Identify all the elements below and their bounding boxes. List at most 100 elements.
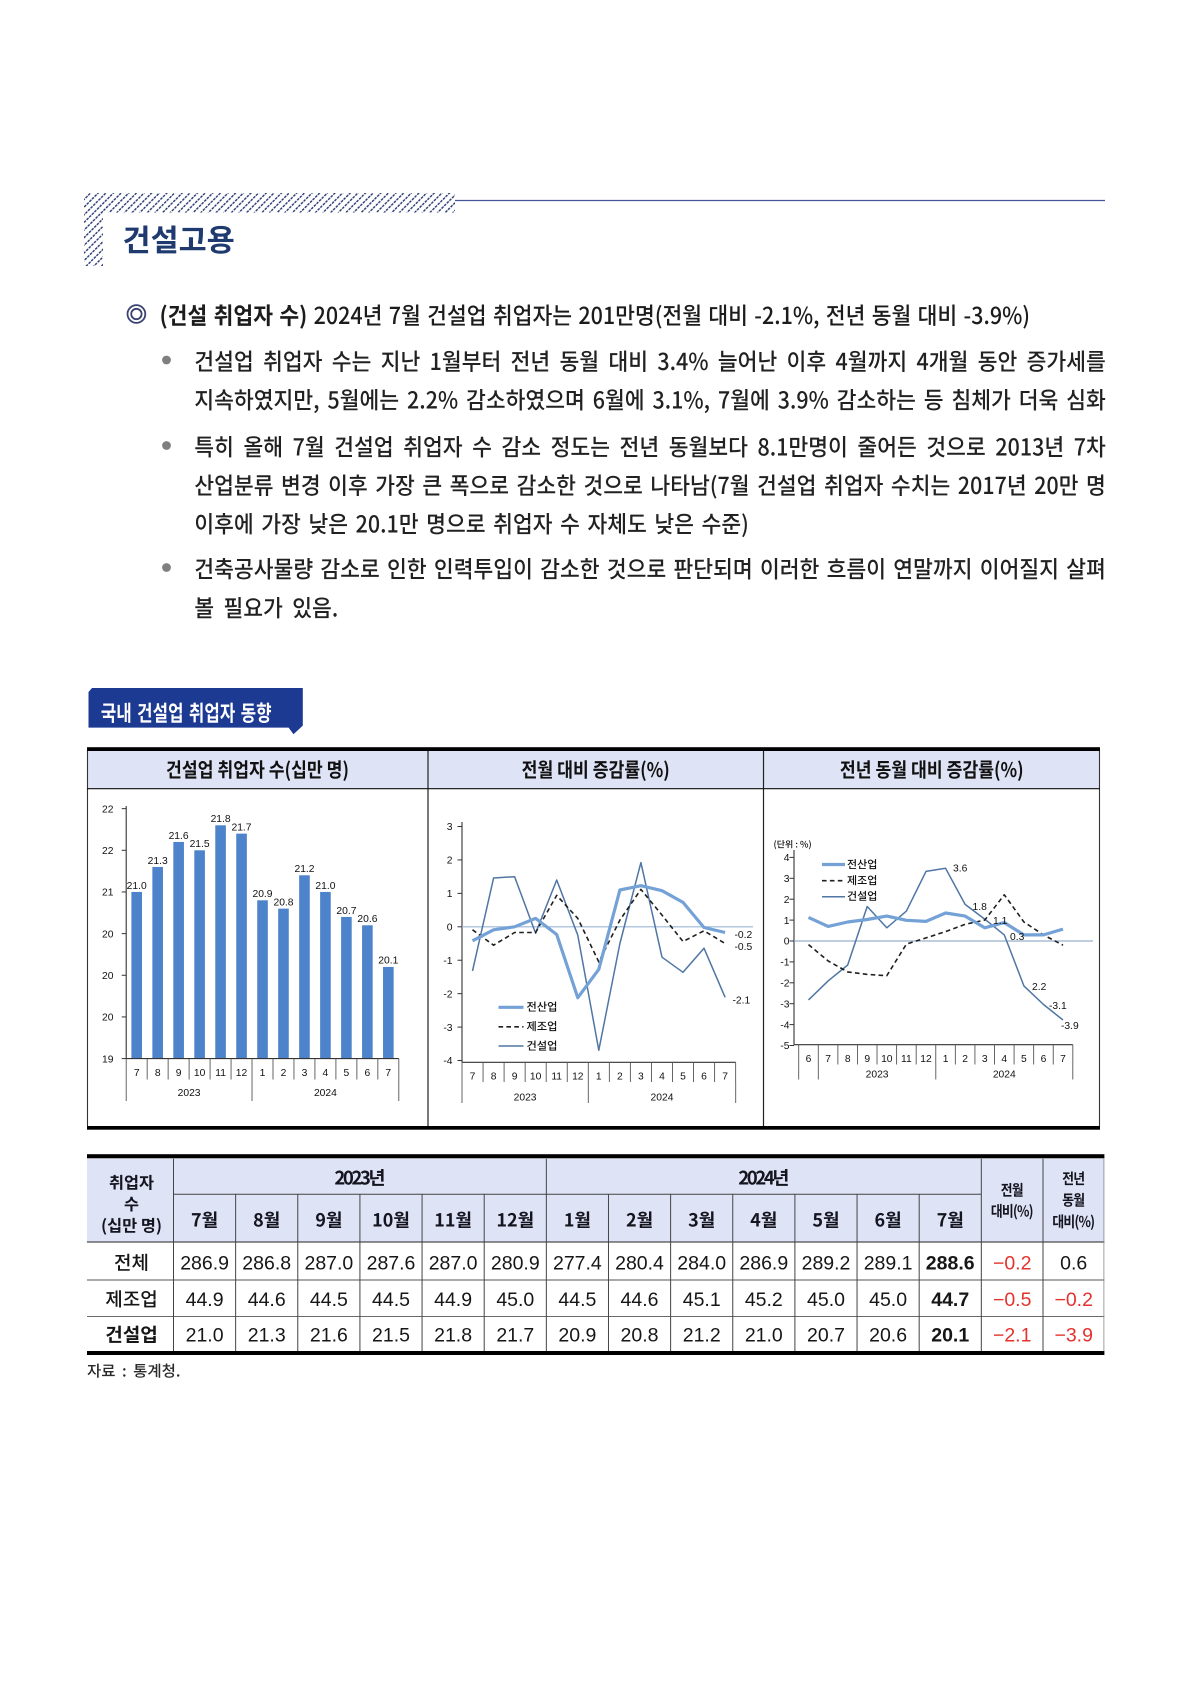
svg-text:2: 2 (784, 895, 790, 906)
svg-text:44.9: 44.9 (186, 1289, 224, 1311)
svg-text:10: 10 (194, 1068, 206, 1079)
svg-text:2024: 2024 (314, 1088, 337, 1099)
svg-text:1: 1 (784, 916, 790, 927)
svg-text:287.0: 287.0 (304, 1253, 353, 1275)
svg-text:284.0: 284.0 (677, 1253, 726, 1275)
svg-text:3: 3 (982, 1054, 988, 1065)
svg-text:6: 6 (806, 1054, 812, 1065)
svg-text:21.8: 21.8 (211, 814, 231, 825)
svg-text:45.1: 45.1 (683, 1289, 721, 1311)
svg-text:44.5: 44.5 (558, 1289, 596, 1311)
svg-text:286.9: 286.9 (180, 1253, 229, 1275)
svg-text:2023: 2023 (178, 1088, 201, 1099)
svg-text:21.8: 21.8 (434, 1325, 472, 1347)
svg-text:21.0: 21.0 (745, 1325, 783, 1347)
svg-text:11: 11 (901, 1054, 912, 1065)
svg-text:3: 3 (784, 874, 790, 885)
svg-text:20.6: 20.6 (869, 1325, 907, 1347)
svg-text:3: 3 (638, 1071, 644, 1082)
svg-text:7: 7 (470, 1071, 476, 1082)
svg-text:286.9: 286.9 (739, 1253, 788, 1275)
svg-text:45.2: 45.2 (745, 1289, 783, 1311)
svg-text:7: 7 (825, 1054, 831, 1065)
svg-text:7: 7 (722, 1071, 728, 1082)
svg-text:21.7: 21.7 (231, 822, 251, 833)
svg-text:4: 4 (323, 1068, 329, 1079)
svg-text:−0.2: −0.2 (1054, 1289, 1093, 1311)
svg-text:44.9: 44.9 (434, 1289, 472, 1311)
svg-text:10: 10 (881, 1054, 893, 1065)
svg-text:21.7: 21.7 (496, 1325, 534, 1347)
svg-text:7: 7 (134, 1068, 140, 1079)
svg-text:289.2: 289.2 (802, 1253, 851, 1275)
svg-text:6: 6 (1041, 1054, 1047, 1065)
svg-text:22: 22 (102, 846, 114, 857)
svg-text:20: 20 (102, 929, 114, 940)
svg-text:44.6: 44.6 (621, 1289, 659, 1311)
svg-text:2: 2 (617, 1071, 623, 1082)
svg-text:9: 9 (864, 1054, 870, 1065)
svg-text:21.5: 21.5 (190, 839, 210, 850)
svg-text:21.6: 21.6 (310, 1325, 348, 1347)
svg-text:9: 9 (512, 1071, 518, 1082)
svg-text:20.1: 20.1 (931, 1325, 969, 1347)
svg-text:12: 12 (236, 1068, 248, 1079)
svg-text:0: 0 (447, 923, 453, 934)
svg-text:5: 5 (680, 1071, 686, 1082)
svg-text:45.0: 45.0 (807, 1289, 845, 1311)
svg-text:20: 20 (102, 1013, 114, 1024)
svg-text:-3: -3 (780, 999, 789, 1010)
svg-text:-3.1: -3.1 (1049, 1001, 1067, 1012)
svg-text:-3.9: -3.9 (1061, 1021, 1079, 1032)
svg-text:-1: -1 (443, 956, 452, 967)
svg-text:20.8: 20.8 (273, 897, 293, 908)
svg-text:11: 11 (215, 1068, 226, 1079)
svg-text:45.0: 45.0 (496, 1289, 534, 1311)
svg-text:1: 1 (943, 1054, 949, 1065)
svg-text:8: 8 (155, 1068, 161, 1079)
svg-text:3: 3 (302, 1068, 308, 1079)
svg-text:−3.9: −3.9 (1054, 1325, 1093, 1347)
svg-text:3: 3 (447, 822, 453, 833)
svg-text:-4: -4 (443, 1056, 452, 1067)
svg-text:2024: 2024 (993, 1069, 1016, 1080)
svg-text:10: 10 (530, 1071, 542, 1082)
svg-text:−2.1: −2.1 (993, 1325, 1032, 1347)
svg-text:1: 1 (596, 1071, 602, 1082)
svg-text:2.2: 2.2 (1032, 982, 1047, 993)
svg-text:288.6: 288.6 (926, 1253, 975, 1275)
svg-text:21.2: 21.2 (683, 1325, 721, 1347)
svg-text:0.6: 0.6 (1060, 1253, 1087, 1275)
svg-text:44.7: 44.7 (931, 1289, 969, 1311)
svg-text:−0.5: −0.5 (993, 1289, 1032, 1311)
svg-text:-0.5: -0.5 (735, 942, 753, 953)
svg-text:2: 2 (281, 1068, 287, 1079)
svg-text:8: 8 (845, 1054, 851, 1065)
svg-text:5: 5 (344, 1068, 350, 1079)
svg-text:287.6: 287.6 (367, 1253, 416, 1275)
svg-text:-2: -2 (443, 989, 452, 1000)
svg-text:20.9: 20.9 (252, 889, 272, 900)
svg-text:20.9: 20.9 (558, 1325, 596, 1347)
svg-text:1: 1 (260, 1068, 266, 1079)
svg-text:289.1: 289.1 (864, 1253, 913, 1275)
svg-text:44.5: 44.5 (310, 1289, 348, 1311)
svg-text:21.3: 21.3 (248, 1325, 286, 1347)
svg-text:21.0: 21.0 (315, 881, 335, 892)
svg-text:1.1: 1.1 (993, 916, 1008, 927)
svg-text:44.5: 44.5 (372, 1289, 410, 1311)
svg-text:-3: -3 (443, 1023, 452, 1034)
svg-text:-5: -5 (780, 1041, 789, 1052)
svg-text:11: 11 (551, 1071, 562, 1082)
svg-text:22: 22 (102, 804, 114, 815)
svg-text:4: 4 (1001, 1054, 1007, 1065)
svg-text:6: 6 (701, 1071, 707, 1082)
svg-text:280.4: 280.4 (615, 1253, 664, 1275)
svg-text:-4: -4 (780, 1020, 789, 1031)
svg-text:4: 4 (659, 1071, 665, 1082)
svg-text:-1: -1 (780, 958, 789, 969)
svg-text:1: 1 (447, 889, 453, 900)
svg-text:2: 2 (447, 856, 453, 867)
svg-text:3.6: 3.6 (953, 864, 968, 875)
svg-text:6: 6 (365, 1068, 371, 1079)
